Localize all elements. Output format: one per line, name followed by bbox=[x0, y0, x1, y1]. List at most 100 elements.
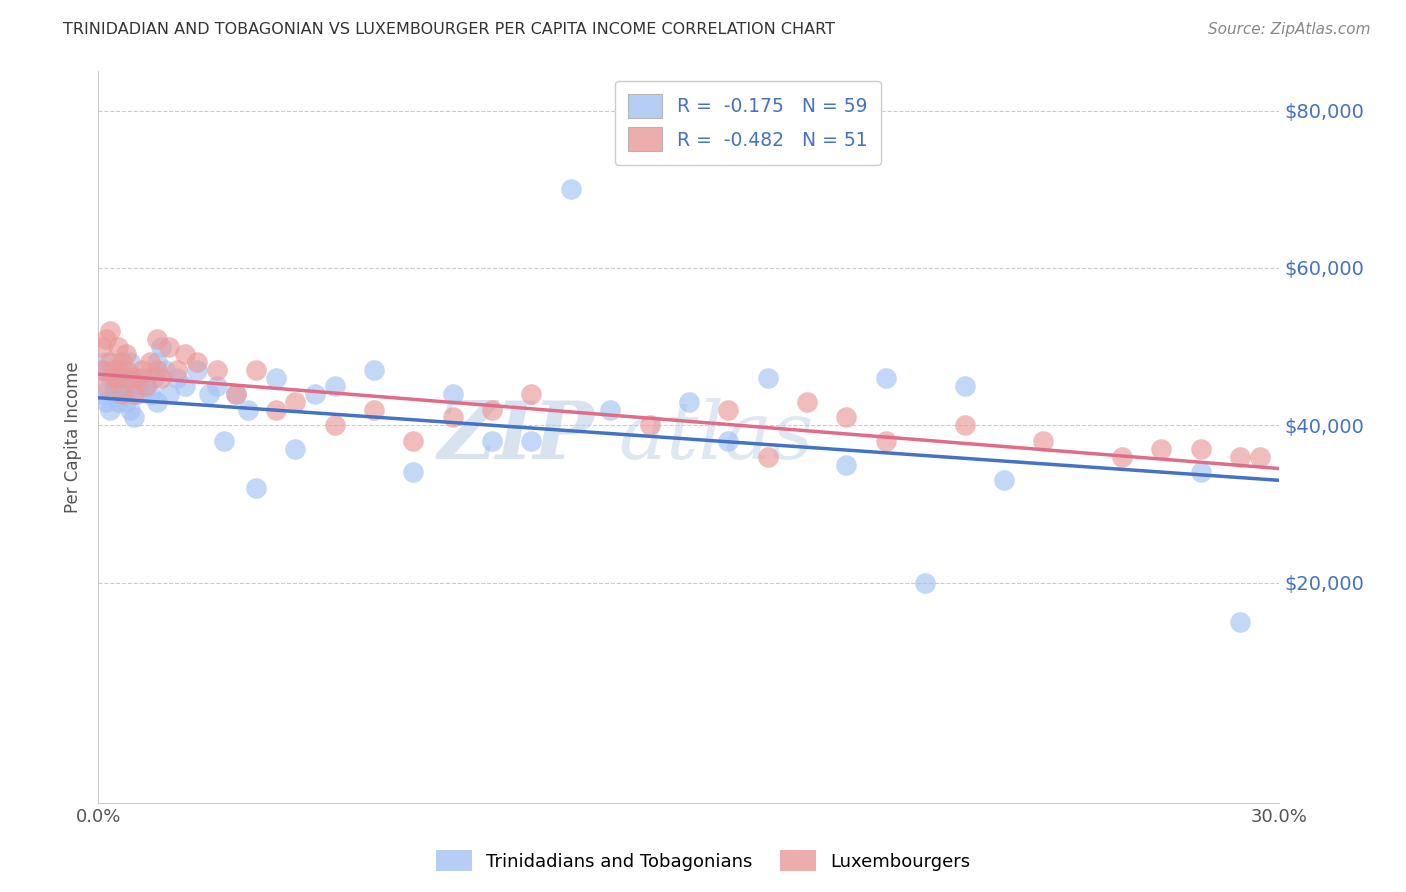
Y-axis label: Per Capita Income: Per Capita Income bbox=[65, 361, 83, 513]
Point bbox=[914, 575, 936, 590]
Point bbox=[560, 182, 582, 196]
Point bbox=[1229, 615, 1251, 629]
Point bbox=[107, 394, 129, 409]
Point bbox=[111, 371, 134, 385]
Point bbox=[717, 402, 740, 417]
Point bbox=[115, 363, 138, 377]
Point bbox=[96, 332, 118, 346]
Point bbox=[481, 402, 503, 417]
Text: atlas: atlas bbox=[619, 399, 814, 475]
Point bbox=[111, 355, 134, 369]
Point bbox=[91, 363, 114, 377]
Point bbox=[127, 379, 149, 393]
Point bbox=[103, 387, 125, 401]
Point bbox=[96, 355, 118, 369]
Point bbox=[1150, 442, 1173, 456]
Point bbox=[122, 371, 145, 385]
Point bbox=[146, 394, 169, 409]
Point bbox=[186, 363, 208, 377]
Point bbox=[205, 363, 228, 377]
Point bbox=[103, 363, 125, 377]
Point bbox=[441, 387, 464, 401]
Point bbox=[115, 379, 138, 393]
Point bbox=[135, 379, 157, 393]
Point bbox=[146, 355, 169, 369]
Point bbox=[638, 418, 661, 433]
Point bbox=[150, 340, 173, 354]
Point bbox=[756, 371, 779, 385]
Point bbox=[1249, 450, 1271, 464]
Point bbox=[96, 379, 118, 393]
Point bbox=[107, 340, 129, 354]
Point bbox=[103, 371, 125, 385]
Point bbox=[875, 371, 897, 385]
Text: Source: ZipAtlas.com: Source: ZipAtlas.com bbox=[1208, 22, 1371, 37]
Point bbox=[115, 347, 138, 361]
Point bbox=[131, 371, 153, 385]
Point bbox=[402, 434, 425, 448]
Point bbox=[146, 363, 169, 377]
Point bbox=[225, 387, 247, 401]
Point bbox=[91, 387, 114, 401]
Point bbox=[98, 371, 121, 385]
Legend: R =  -0.175   N = 59, R =  -0.482   N = 51: R = -0.175 N = 59, R = -0.482 N = 51 bbox=[616, 81, 880, 164]
Point bbox=[363, 363, 385, 377]
Point bbox=[245, 363, 267, 377]
Point bbox=[103, 379, 125, 393]
Point bbox=[323, 418, 346, 433]
Point bbox=[264, 402, 287, 417]
Point bbox=[284, 394, 307, 409]
Point bbox=[174, 347, 197, 361]
Point bbox=[214, 434, 236, 448]
Point bbox=[264, 371, 287, 385]
Text: ZIP: ZIP bbox=[437, 399, 595, 475]
Point bbox=[122, 387, 145, 401]
Point bbox=[1032, 434, 1054, 448]
Point bbox=[678, 394, 700, 409]
Text: TRINIDADIAN AND TOBAGONIAN VS LUXEMBOURGER PER CAPITA INCOME CORRELATION CHART: TRINIDADIAN AND TOBAGONIAN VS LUXEMBOURG… bbox=[63, 22, 835, 37]
Point bbox=[127, 387, 149, 401]
Point bbox=[520, 387, 543, 401]
Point bbox=[953, 418, 976, 433]
Point bbox=[166, 371, 188, 385]
Point bbox=[993, 473, 1015, 487]
Point bbox=[91, 340, 114, 354]
Point bbox=[953, 379, 976, 393]
Point bbox=[146, 332, 169, 346]
Point bbox=[599, 402, 621, 417]
Point bbox=[142, 371, 165, 385]
Point bbox=[98, 324, 121, 338]
Point bbox=[131, 363, 153, 377]
Point bbox=[1189, 442, 1212, 456]
Point bbox=[115, 394, 138, 409]
Point bbox=[174, 379, 197, 393]
Point bbox=[1111, 450, 1133, 464]
Point bbox=[1229, 450, 1251, 464]
Point bbox=[835, 458, 858, 472]
Point bbox=[98, 402, 121, 417]
Point bbox=[118, 355, 141, 369]
Point bbox=[304, 387, 326, 401]
Point bbox=[284, 442, 307, 456]
Point bbox=[107, 363, 129, 377]
Point bbox=[155, 363, 177, 377]
Point bbox=[111, 387, 134, 401]
Point bbox=[363, 402, 385, 417]
Point bbox=[91, 363, 114, 377]
Point bbox=[118, 402, 141, 417]
Point bbox=[122, 410, 145, 425]
Legend: Trinidadians and Tobagonians, Luxembourgers: Trinidadians and Tobagonians, Luxembourg… bbox=[429, 843, 977, 879]
Point bbox=[96, 394, 118, 409]
Point bbox=[166, 363, 188, 377]
Point bbox=[402, 466, 425, 480]
Point bbox=[118, 371, 141, 385]
Point bbox=[107, 371, 129, 385]
Point bbox=[717, 434, 740, 448]
Point bbox=[796, 394, 818, 409]
Point bbox=[205, 379, 228, 393]
Point bbox=[98, 355, 121, 369]
Point bbox=[236, 402, 259, 417]
Point bbox=[323, 379, 346, 393]
Point bbox=[875, 434, 897, 448]
Point bbox=[135, 379, 157, 393]
